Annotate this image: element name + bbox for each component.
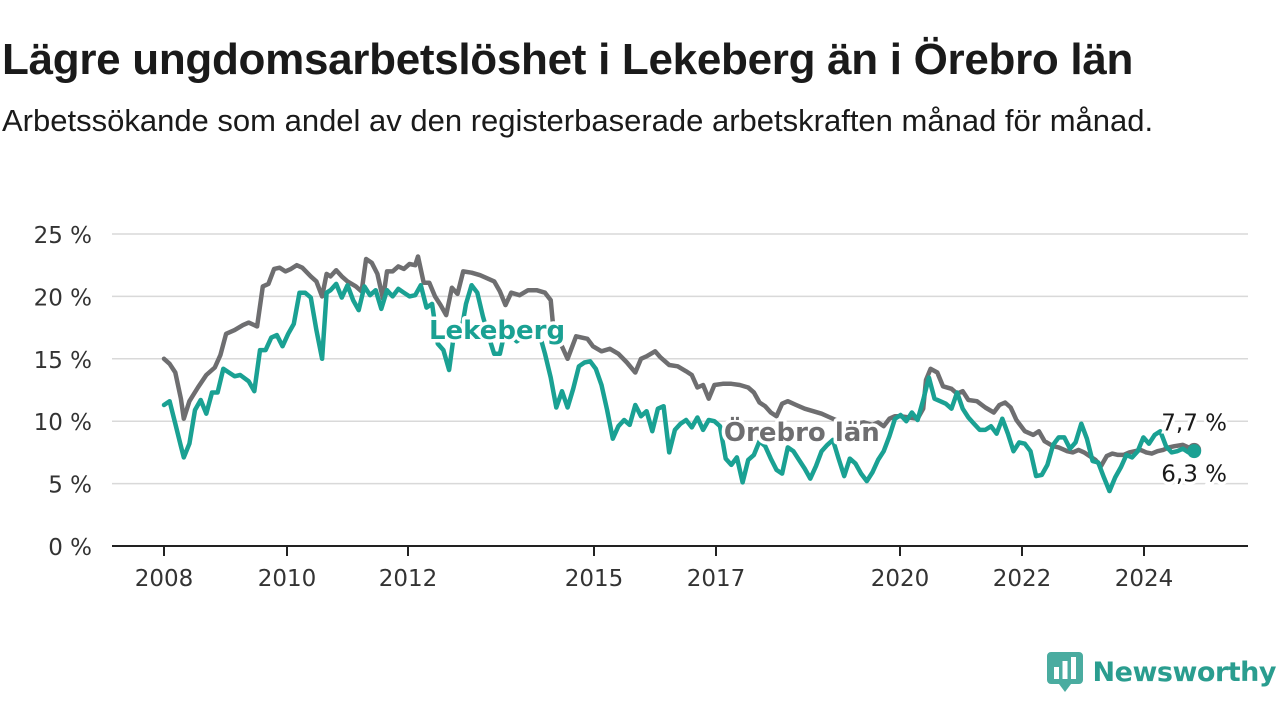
x-axis: 2008 2010 2012 2015 2017 2020 2022 2024 <box>112 545 1248 592</box>
series-labels: Lekeberg Örebro län 7,7 % 6,3 % <box>425 312 1230 490</box>
y-tick-label: 20 % <box>34 285 92 311</box>
x-tick-label: 2024 <box>1115 566 1174 592</box>
brand-name: Newsworthy <box>1092 656 1277 688</box>
x-tick-label: 2015 <box>565 566 624 592</box>
x-tick-label: 2008 <box>135 566 194 592</box>
chart-title: Lägre ungdomsarbetslöshet i Lekeberg än … <box>2 35 1134 84</box>
x-tick-label: 2012 <box>379 566 438 592</box>
newsworthy-logo: Newsworthy <box>1046 652 1277 692</box>
y-tick-label: 5 % <box>48 473 92 499</box>
y-tick-label: 0 % <box>48 535 92 561</box>
x-tick-label: 2017 <box>687 566 746 592</box>
series-lines <box>161 254 1197 494</box>
series-label: Örebro län <box>724 415 880 448</box>
series-label: Lekeberg <box>429 316 565 346</box>
y-axis-labels: 0 % 5 % 10 % 15 % 20 % 25 % <box>34 223 92 561</box>
end-value-label: 6,3 % <box>1161 462 1227 488</box>
bar-chart-icon <box>1046 652 1083 692</box>
gridlines <box>112 233 1248 485</box>
x-tick-label: 2010 <box>258 566 317 592</box>
end-value-label: 7,7 % <box>1161 410 1227 436</box>
y-tick-label: 10 % <box>34 410 92 436</box>
series-line-lekeberg <box>161 281 1197 494</box>
end-point-dot <box>1187 444 1202 459</box>
y-tick-label: 25 % <box>34 223 92 249</box>
chart-subtitle: Arbetssökande som andel av den registerb… <box>2 103 1154 138</box>
x-tick-label: 2022 <box>993 566 1052 592</box>
y-tick-label: 15 % <box>34 348 92 374</box>
series-line--rebro-l-n <box>161 254 1197 469</box>
x-tick-label: 2020 <box>871 566 930 592</box>
